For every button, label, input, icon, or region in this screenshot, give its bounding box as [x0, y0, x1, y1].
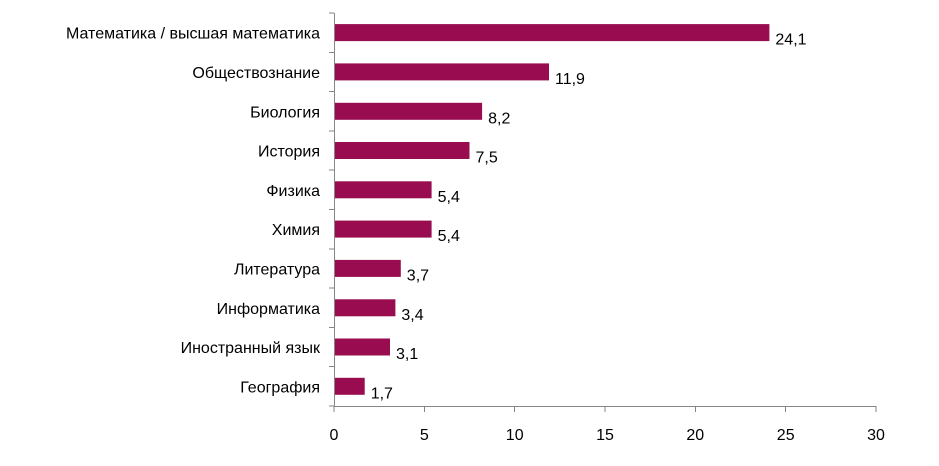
- bar: [334, 377, 365, 395]
- value-labels-group: 24,1 11,9 8,2 7,5 5,4 5,4 3,7 3,4 3,1 1,7: [371, 32, 807, 403]
- category-label: География: [240, 379, 320, 396]
- bar: [334, 142, 470, 159]
- bar: [334, 220, 432, 238]
- category-label: Химия: [272, 222, 320, 239]
- x-tick-label: 30: [867, 427, 885, 444]
- category-label: История: [258, 144, 320, 161]
- category-label: Физика: [266, 183, 320, 200]
- bars-group: [334, 24, 770, 395]
- category-label: Биология: [250, 104, 320, 121]
- x-tick-label: 5: [420, 427, 429, 444]
- x-tick-label: 25: [777, 427, 795, 444]
- category-label: Иностранный язык: [181, 340, 321, 357]
- category-label: Литература: [234, 261, 320, 278]
- bar: [334, 338, 390, 356]
- data-label: 24,1: [775, 32, 806, 49]
- x-ticks-group: 0 5 10 15 20 25 30: [330, 406, 885, 444]
- data-label: 7,5: [476, 150, 498, 167]
- data-label: 11,9: [555, 71, 585, 88]
- bar: [334, 299, 396, 317]
- data-label: 1,7: [371, 385, 393, 402]
- x-tick-label: 0: [330, 427, 339, 444]
- bar: [334, 259, 401, 277]
- data-label: 3,4: [401, 307, 423, 324]
- data-label: 5,4: [438, 189, 460, 206]
- bar: [334, 63, 549, 81]
- category-label: Информатика: [217, 301, 320, 318]
- x-tick-label: 20: [686, 427, 704, 444]
- x-tick-label: 10: [506, 427, 524, 444]
- data-label: 3,1: [396, 346, 418, 363]
- x-tick-label: 15: [596, 427, 614, 444]
- bar: [334, 102, 483, 120]
- category-labels-group: Математика / высшая математика Обществозн…: [66, 26, 321, 397]
- category-label: Обществознание: [192, 65, 320, 82]
- data-label: 8,2: [488, 110, 510, 127]
- bar: [334, 181, 432, 199]
- data-label: 3,7: [407, 267, 429, 284]
- category-label: Математика / высшая математика: [66, 26, 320, 43]
- bar: [334, 24, 770, 42]
- data-label: 5,4: [438, 228, 460, 245]
